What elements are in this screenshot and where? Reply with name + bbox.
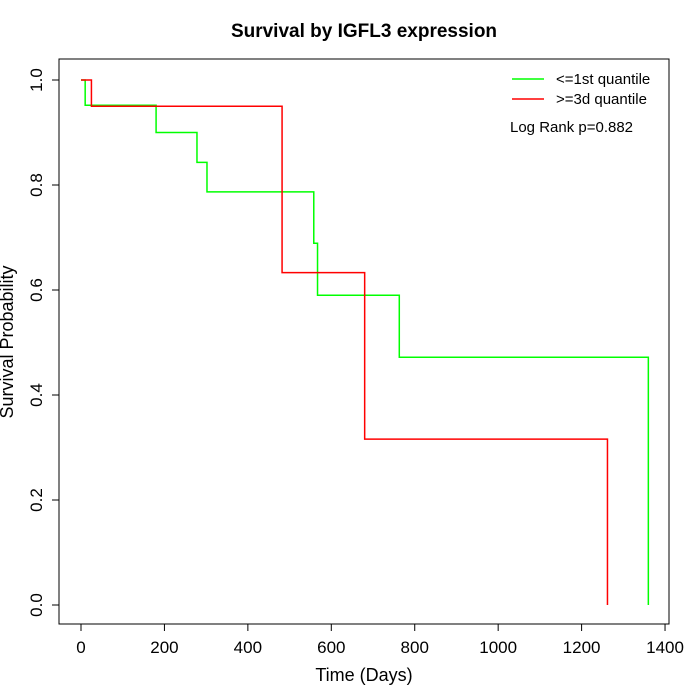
legend: <=1st quantile >=3d quantile <box>512 71 650 108</box>
legend-label: >=3d quantile <box>556 91 647 108</box>
x-tick-label: 1400 <box>646 638 684 657</box>
series-layer <box>81 79 650 605</box>
legend-label: <=1st quantile <box>556 71 650 88</box>
y-tick-label: 0.0 <box>27 593 46 617</box>
y-tick-label: 1.0 <box>27 68 46 92</box>
y-axis-label: Survival Probability <box>0 265 17 418</box>
x-tick-label: 800 <box>401 638 429 657</box>
series-line-1 <box>81 79 650 605</box>
x-axis: 0 200 400 600 800 1000 1200 1400 <box>76 623 684 657</box>
y-axis: 0.0 0.2 0.4 0.6 0.8 1.0 <box>27 68 60 617</box>
y-tick-label: 0.6 <box>27 278 46 302</box>
x-tick-label: 1000 <box>479 638 517 657</box>
x-tick-label: 400 <box>234 638 262 657</box>
y-tick-label: 0.4 <box>27 383 46 407</box>
x-axis-label: Time (Days) <box>315 665 412 685</box>
series-line-2 <box>81 79 609 605</box>
chart-title: Survival by IGFL3 expression <box>231 21 497 42</box>
log-rank-annotation: Log Rank p=0.882 <box>510 119 633 136</box>
x-tick-label: 200 <box>150 638 178 657</box>
x-tick-label: 600 <box>317 638 345 657</box>
y-tick-label: 0.2 <box>27 488 46 512</box>
x-tick-label: 0 <box>76 638 85 657</box>
y-tick-label: 0.8 <box>27 173 46 197</box>
x-tick-label: 1200 <box>563 638 601 657</box>
